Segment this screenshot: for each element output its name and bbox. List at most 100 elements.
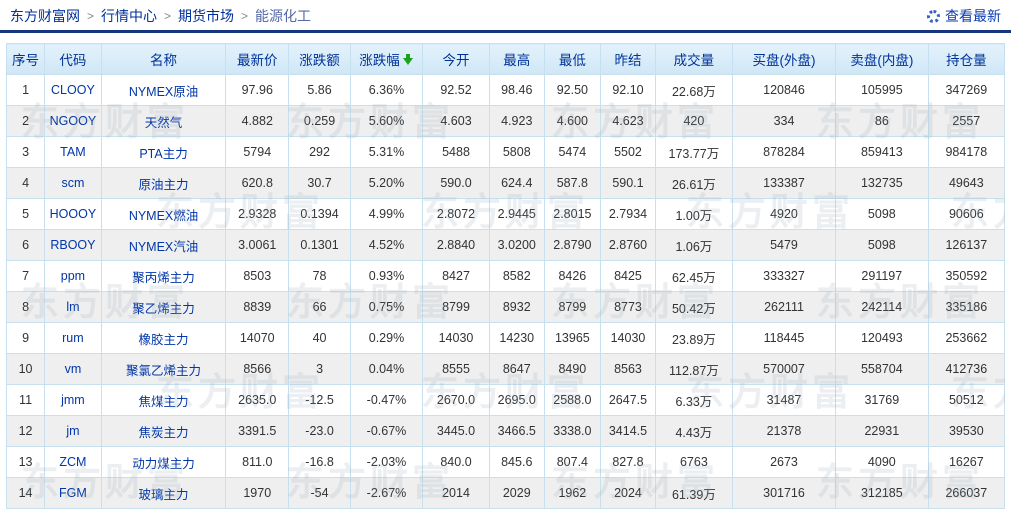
table-body: 1 CLOOY NYMEX原油 97.96 5.86 6.36% 92.52 98.46 92.… [5,74,1006,509]
cell-name[interactable]: NYMEX原油 [100,74,227,106]
cell-vol: 62.45万 [654,260,734,292]
cell-code[interactable]: scm [44,167,102,199]
cell-vol: 1.06万 [654,229,734,261]
cell-chg: 78 [288,260,351,292]
cell-name[interactable]: PTA主力 [100,136,227,168]
column-header-name[interactable]: 名称 [100,43,227,75]
column-header-prev[interactable]: 昨结 [600,43,656,75]
column-header-last[interactable]: 最新价 [225,43,290,75]
refresh-latest-button[interactable]: 查看最新 [927,6,1001,26]
column-header-pct[interactable]: 涨跌幅 [349,43,424,75]
cell-code[interactable]: lm [44,291,102,323]
cell-low: 92.50 [543,74,602,106]
cell-seq: 6 [5,229,46,261]
cell-name[interactable]: 聚乙烯主力 [100,291,227,323]
cell-oi: 350592 [927,260,1006,292]
column-header-label: 卖盘(内盘) [850,53,914,68]
column-header-code[interactable]: 代码 [44,43,102,75]
cell-code[interactable]: HOOOY [44,198,102,230]
column-header-open[interactable]: 今开 [422,43,490,75]
breadcrumb-item-1[interactable]: 行情中心 [101,8,158,24]
cell-code[interactable]: jm [44,415,102,447]
cell-prev: 2647.5 [600,384,656,416]
cell-name[interactable]: 聚丙烯主力 [100,260,227,292]
cell-sell: 31769 [834,384,929,416]
cell-oi: 90606 [927,198,1006,230]
cell-buy: 31487 [732,384,836,416]
cell-chg: -16.8 [288,446,351,478]
quotes-table-wrap: 序号 代码 名称 最新价 涨跌额 涨跌幅 今开 最高 最低 昨结 成交量 买盘(外盘) 卖盘(内盘) 持仓… [5,43,1006,509]
sort-desc-icon [402,54,414,66]
cell-code[interactable]: NGOOY [44,105,102,137]
cell-prev: 827.8 [600,446,656,478]
breadcrumb-separator: > [164,9,172,23]
cell-open: 8799 [422,291,490,323]
refresh-label: 查看最新 [945,8,1001,24]
cell-code[interactable]: CLOOY [44,74,102,106]
column-header-vol[interactable]: 成交量 [654,43,734,75]
cell-prev: 2024 [600,477,656,509]
column-header-buy[interactable]: 买盘(外盘) [732,43,836,75]
cell-prev: 14030 [600,322,656,354]
top-bar: 东方财富网 > 行情中心 > 期货市场 > 能源化工 查看最新 [0,0,1011,30]
cell-high: 3466.5 [488,415,545,447]
cell-name[interactable]: 动力煤主力 [100,446,227,478]
cell-name[interactable]: 天然气 [100,105,227,137]
breadcrumb-item-2[interactable]: 期货市场 [178,8,235,24]
cell-buy: 878284 [732,136,836,168]
cell-high: 8647 [488,353,545,385]
cell-open: 2.8072 [422,198,490,230]
cell-code[interactable]: vm [44,353,102,385]
table-row: 4 scm 原油主力 620.8 30.7 5.20% 590.0 624.4 587.8 590… [5,167,1006,199]
breadcrumb-item-0[interactable]: 东方财富网 [10,8,80,24]
column-header-low[interactable]: 最低 [543,43,602,75]
cell-open: 2670.0 [422,384,490,416]
cell-low: 8799 [543,291,602,323]
cell-name[interactable]: 橡胶主力 [100,322,227,354]
cell-last: 8566 [225,353,290,385]
cell-name[interactable]: NYMEX燃油 [100,198,227,230]
cell-prev: 4.623 [600,105,656,137]
cell-sell: 4090 [834,446,929,478]
cell-sell: 5098 [834,229,929,261]
column-header-chg[interactable]: 涨跌额 [288,43,351,75]
cell-chg: 292 [288,136,351,168]
cell-buy: 333327 [732,260,836,292]
cell-code[interactable]: rum [44,322,102,354]
cell-sell: 5098 [834,198,929,230]
header-divider [0,30,1011,33]
cell-seq: 9 [5,322,46,354]
cell-name[interactable]: 焦炭主力 [100,415,227,447]
column-header-oi[interactable]: 持仓量 [927,43,1006,75]
cell-pct: -0.67% [349,415,424,447]
cell-seq: 4 [5,167,46,199]
cell-code[interactable]: RBOOY [44,229,102,261]
column-header-label: 买盘(外盘) [752,53,816,68]
cell-name[interactable]: 聚氯乙烯主力 [100,353,227,385]
cell-code[interactable]: FGM [44,477,102,509]
cell-vol: 50.42万 [654,291,734,323]
column-header-sell[interactable]: 卖盘(内盘) [834,43,929,75]
cell-oi: 39530 [927,415,1006,447]
cell-low: 3338.0 [543,415,602,447]
cell-name[interactable]: NYMEX汽油 [100,229,227,261]
cell-high: 8932 [488,291,545,323]
cell-low: 4.600 [543,105,602,137]
column-header-label: 今开 [442,53,470,68]
cell-code[interactable]: ZCM [44,446,102,478]
column-header-high[interactable]: 最高 [488,43,545,75]
cell-name[interactable]: 原油主力 [100,167,227,199]
cell-code[interactable]: jmm [44,384,102,416]
cell-vol: 1.00万 [654,198,734,230]
table-row: 11 jmm 焦煤主力 2635.0 -12.5 -0.47% 2670.0 2695.0 25… [5,384,1006,416]
cell-name[interactable]: 焦煤主力 [100,384,227,416]
cell-buy: 334 [732,105,836,137]
cell-code[interactable]: ppm [44,260,102,292]
cell-name[interactable]: 玻璃主力 [100,477,227,509]
cell-oi: 347269 [927,74,1006,106]
cell-prev: 2.7934 [600,198,656,230]
cell-code[interactable]: TAM [44,136,102,168]
cell-vol: 420 [654,105,734,137]
cell-low: 8490 [543,353,602,385]
column-header-seq[interactable]: 序号 [5,43,46,75]
